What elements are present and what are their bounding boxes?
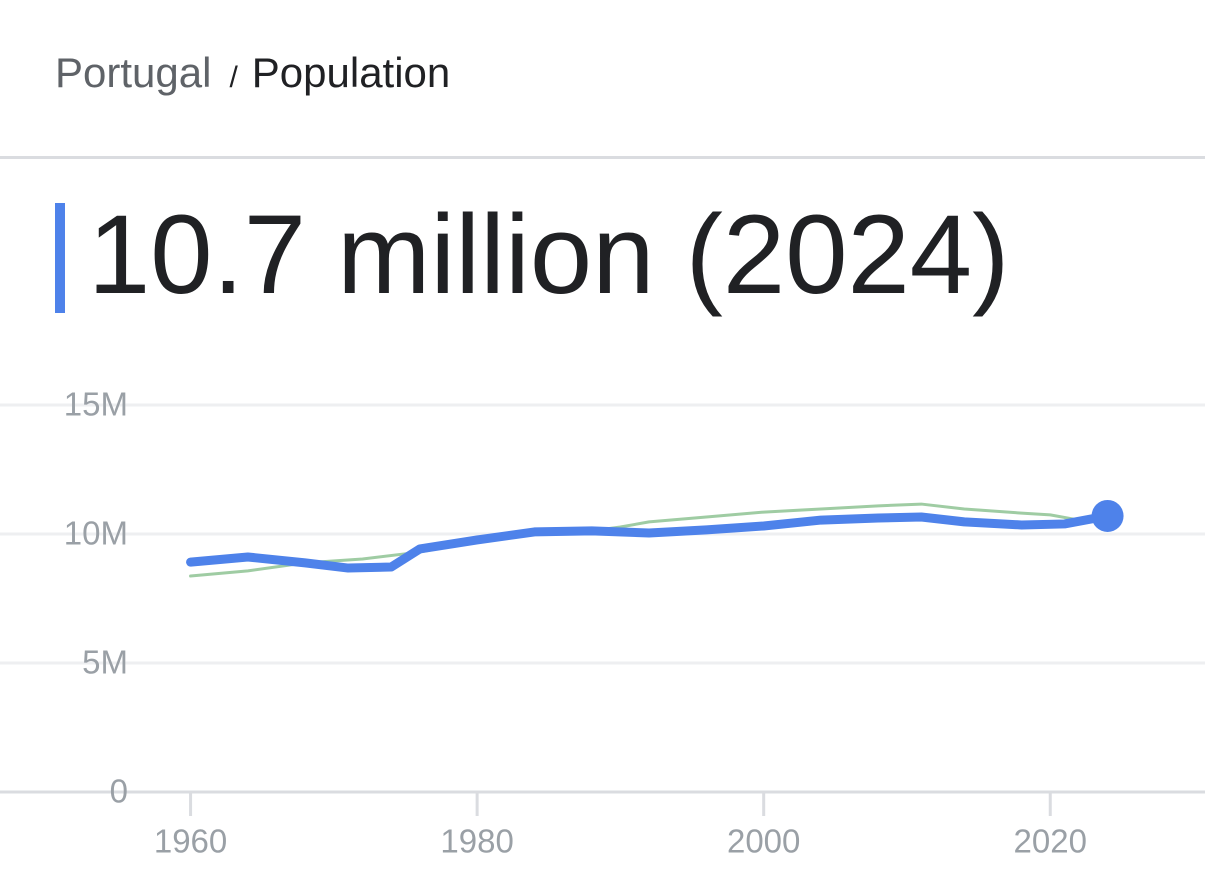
- y-tick-label: 10M: [64, 515, 128, 552]
- series-line: [189, 502, 1081, 578]
- divider: [0, 156, 1205, 159]
- headline: 10.7 million (2024): [88, 192, 1010, 317]
- latest-point: [1091, 499, 1124, 532]
- y-tick-label: 5M: [82, 644, 128, 681]
- x-tick-label: 2020: [1014, 823, 1087, 860]
- breadcrumb-current: Population: [251, 49, 451, 96]
- breadcrumb-separator: /: [229, 61, 238, 94]
- series-line: [186, 511, 1113, 573]
- x-tick-label: 1980: [440, 823, 513, 860]
- y-tick-label: 0: [110, 773, 128, 810]
- x-tick-label: 1960: [154, 823, 227, 860]
- breadcrumb: Portugal / Population: [55, 48, 450, 103]
- y-tick-label: 15M: [64, 386, 128, 423]
- accent-bar: [55, 203, 65, 313]
- breadcrumb-parent[interactable]: Portugal: [55, 49, 212, 96]
- x-tick-label: 2000: [727, 823, 800, 860]
